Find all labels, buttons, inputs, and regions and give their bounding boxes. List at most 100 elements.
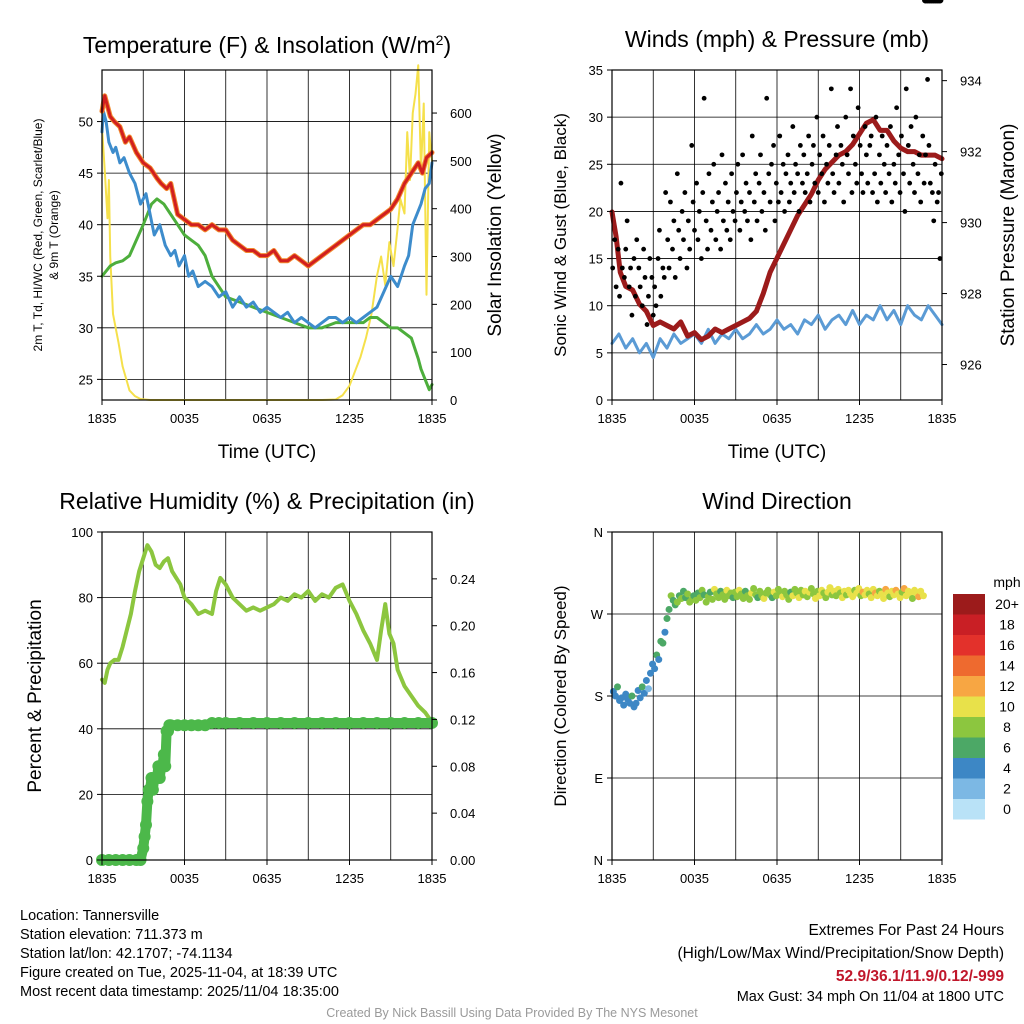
gust-point [836, 180, 842, 186]
direction-point [665, 605, 673, 613]
gust-point [753, 171, 759, 177]
gust-point [629, 312, 635, 318]
gust-point [672, 275, 678, 280]
series-relative-humidity [100, 543, 434, 725]
gust-point [883, 190, 889, 195]
gust-point [729, 171, 735, 177]
created-text: Figure created on Tue, 2025-11-04, at 18… [20, 965, 338, 981]
gust-point [828, 86, 834, 92]
extremes-panel: Extremes For Past 24 Hours (High/Low/Max… [678, 919, 1005, 1007]
chart-title: Relative Humidity (%) & Precipitation (i… [59, 488, 474, 514]
y2-tick-label: 0.08 [450, 759, 475, 774]
y2-tick-label: 934 [960, 74, 982, 89]
direction-point [750, 584, 758, 592]
gust-point [870, 190, 875, 195]
direction-point [614, 683, 621, 691]
recent-data-text: Most recent data timestamp: 2025/11/04 1… [20, 984, 339, 1000]
gust-point [815, 190, 821, 195]
gust-point [859, 171, 864, 177]
gust-point [618, 180, 624, 186]
gust-point [727, 237, 733, 243]
gust-point [738, 199, 744, 205]
gust-point [844, 152, 850, 158]
gust-point [902, 209, 908, 214]
gust-point [807, 199, 813, 205]
gust-point [905, 143, 911, 148]
chart-wind: 1835 0035 0635 1235 1835 0 5 10 15 20 25 30 35 926 928… [551, 26, 1019, 463]
gust-point [797, 143, 803, 148]
y2-tick-label: 930 [960, 216, 982, 231]
direction-point [919, 592, 927, 600]
y-tick-label: 15 [589, 252, 603, 267]
direction-point [702, 598, 710, 606]
legend-label: 0 [1003, 801, 1011, 817]
gust-point [701, 95, 707, 101]
direction-point [640, 689, 648, 697]
gust-point [927, 180, 933, 186]
gust-point [894, 105, 900, 111]
x-tick-label: 0635 [763, 411, 792, 426]
credit-text: Created By Nick Bassill Using Data Provi… [326, 1006, 698, 1020]
x-tick-label: 1235 [845, 871, 874, 886]
legend-swatch [953, 676, 985, 697]
gust-point [860, 190, 866, 195]
y-tick-label: 0 [86, 853, 93, 868]
gust-point [908, 124, 914, 129]
gust-point [679, 209, 685, 214]
direction-point [647, 669, 654, 677]
title-main: Temperature (F) & Insolation (W/m [83, 32, 436, 58]
gust-point [723, 180, 728, 186]
gust-point [934, 199, 940, 205]
gust-point [777, 133, 783, 139]
gust-point [759, 209, 765, 214]
gust-point [624, 218, 630, 224]
gust-point [716, 190, 721, 195]
gust-point [897, 190, 903, 195]
y-tick-label: 25 [79, 372, 93, 387]
y2-tick-label: 926 [960, 358, 982, 373]
series-sonic-wind [610, 304, 944, 360]
max-gust-text: Max Gust: 34 mph On 11/04 at 1800 UTC [736, 989, 1004, 1005]
extremes-title: Extremes For Past 24 Hours [808, 922, 1004, 939]
gust-point [658, 293, 664, 299]
gust-point [714, 209, 720, 214]
y-tick-label: 45 [79, 166, 93, 181]
direction-point [661, 628, 669, 636]
gust-point [720, 218, 726, 224]
gust-point [647, 256, 653, 261]
y-tick-label: 100 [71, 525, 93, 540]
series-2m-t [100, 94, 434, 268]
gust-point [873, 114, 879, 120]
direction-point [896, 594, 904, 602]
gust-point [884, 143, 890, 148]
legend-label: 20+ [995, 596, 1019, 612]
gust-point [685, 218, 691, 224]
gust-point [619, 265, 625, 271]
gust-point [767, 199, 773, 205]
direction-point [651, 665, 659, 673]
legend-swatch [953, 717, 985, 738]
direction-point [628, 692, 636, 700]
gust-point [772, 218, 778, 224]
legend-label: 14 [999, 658, 1015, 674]
y-tick-label: 20 [79, 787, 93, 802]
gust-point [706, 171, 712, 177]
gust-point [916, 152, 922, 158]
gust-point [631, 256, 637, 261]
gust-point [735, 161, 741, 167]
y-tick-label: 35 [79, 269, 93, 284]
gust-point [649, 275, 655, 280]
legend-label: 10 [999, 699, 1015, 715]
y-tick-label: S [594, 689, 603, 704]
legend-title: mph [993, 574, 1020, 590]
gust-point [830, 171, 836, 177]
gust-point [711, 161, 717, 167]
gust-point [896, 152, 902, 158]
gust-point [742, 209, 748, 214]
y-tick-label: 35 [589, 63, 603, 78]
y-tick-label: 20 [589, 204, 603, 219]
y2-tick-label: 100 [450, 345, 472, 360]
series-solar-insolation [101, 64, 433, 401]
gust-point [637, 284, 643, 290]
